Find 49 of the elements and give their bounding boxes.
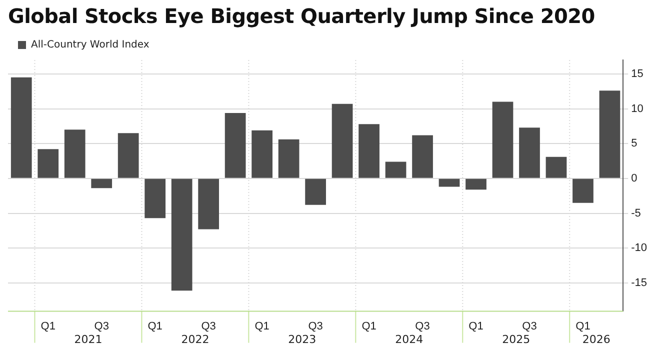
text: 2021 (74, 333, 102, 346)
bar (358, 124, 380, 178)
text: 2024 (395, 333, 424, 346)
y-tick-label: -15 (631, 276, 648, 289)
bar (412, 135, 433, 178)
bar (10, 77, 32, 178)
bar (171, 178, 192, 291)
x-tick-label: Q1 (468, 320, 484, 332)
x-tick-label: Q1 (576, 320, 590, 332)
bar (438, 178, 460, 187)
x-tick-label: Q1 (40, 320, 56, 332)
text: 2022 (181, 333, 210, 346)
x-tick-label: Q1 (362, 320, 376, 332)
bar (466, 178, 486, 190)
bar (599, 90, 620, 178)
bar (118, 133, 139, 178)
bar (91, 178, 112, 188)
text: 2026 (582, 333, 610, 346)
bar (198, 178, 220, 230)
y-tick-label: 5 (631, 138, 638, 150)
chart-title: Global Stocks Eye Biggest Quarterly Jump Since 2020 (8, 4, 595, 28)
y-tick-label: 0 (631, 172, 638, 184)
x-tick-label: Q3 (308, 320, 323, 332)
y-tick-label: 15 (631, 68, 644, 80)
text: 2023 (288, 333, 316, 346)
bar (332, 104, 353, 178)
bar (252, 130, 272, 178)
x-tick-label: Q3 (94, 320, 109, 332)
y-tick-label: 10 (631, 102, 644, 115)
bar (64, 130, 86, 178)
bar (492, 102, 514, 178)
bar (278, 139, 300, 178)
bar (38, 149, 59, 178)
x-tick-label: Q1 (254, 320, 270, 332)
text: 2025 (502, 333, 530, 346)
y-tick-label: -10 (631, 242, 648, 254)
bar (305, 178, 326, 205)
y-tick-label: -5 (631, 207, 641, 220)
bar (546, 156, 567, 178)
x-tick-label: Q3 (522, 320, 537, 332)
x-tick-label: Q3 (201, 320, 216, 332)
bar (519, 128, 540, 178)
bar (385, 162, 406, 178)
bar (144, 178, 166, 218)
bar (572, 178, 594, 203)
x-tick-label: Q3 (415, 320, 430, 332)
bar (224, 112, 246, 178)
legend-label: All-Country World Index (31, 40, 150, 51)
x-tick-label: Q1 (148, 320, 162, 332)
